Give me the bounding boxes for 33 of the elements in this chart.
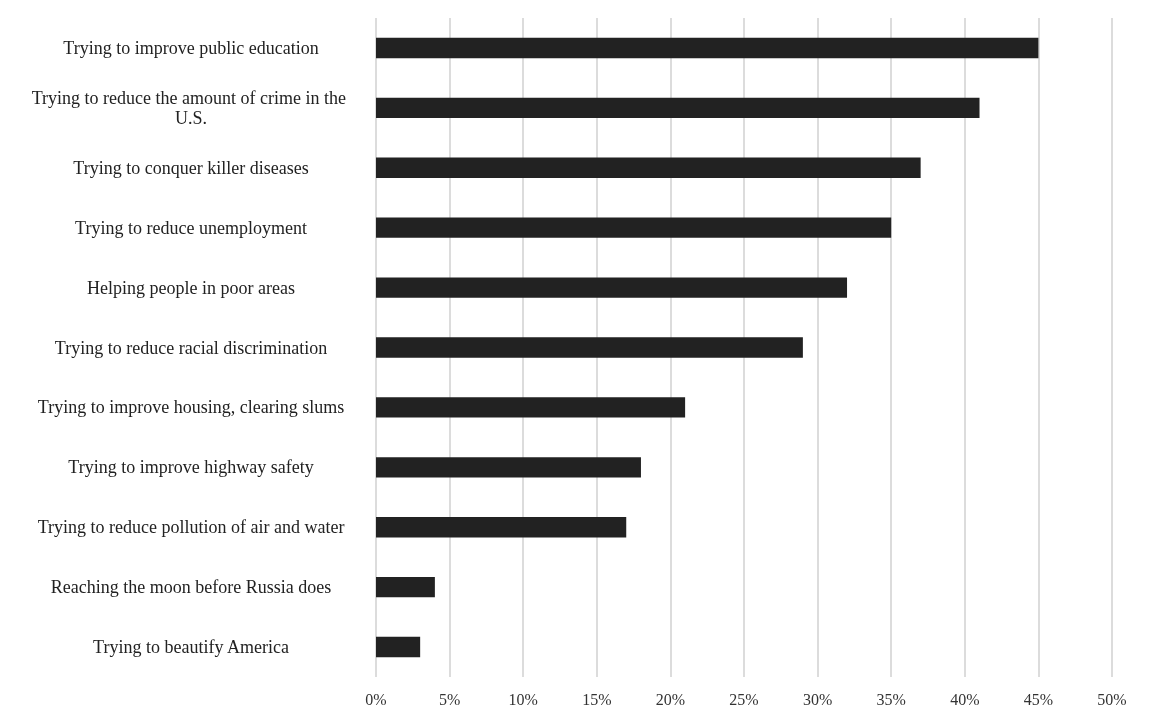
x-tick-label: 45% — [1023, 690, 1054, 708]
x-tick-label: 0% — [365, 690, 387, 708]
bar — [376, 636, 421, 658]
bar — [376, 277, 848, 298]
y-tick-label: Trying to beautify America — [93, 637, 289, 658]
x-tick-label: 40% — [950, 690, 980, 708]
x-tick-label: 25% — [729, 690, 759, 708]
y-tick-label: Trying to reduce the amount of crime in the U.S. — [31, 87, 351, 128]
y-tick-label: Trying to conquer killer diseases — [73, 157, 309, 178]
x-tick-label: 30% — [802, 690, 833, 708]
x-tick-label: 5% — [438, 690, 461, 708]
bar — [376, 397, 686, 418]
bar — [376, 97, 980, 119]
bar — [376, 217, 892, 238]
y-tick-label: Reaching the moon before Russia does — [50, 577, 332, 598]
y-tick-label: Trying to improve housing, clearing slums — [37, 397, 345, 418]
x-tick-label: 20% — [655, 690, 686, 708]
y-tick-label: Trying to reduce pollution of air and water — [37, 517, 345, 538]
y-tick-label: Trying to reduce unemployment — [75, 217, 307, 238]
y-tick-label: Trying to improve highway safety — [68, 457, 314, 478]
x-tick-label: 35% — [876, 690, 906, 708]
x-tick-label: 10% — [508, 690, 538, 708]
x-tick-label: 50% — [1097, 690, 1127, 708]
y-tick-label: Trying to improve public education — [63, 37, 319, 58]
bar — [376, 157, 921, 178]
bar — [376, 457, 641, 478]
x-tick-label: 15% — [582, 690, 612, 708]
y-tick-label: Trying to reduce racial discrimination — [54, 337, 328, 358]
bar — [376, 576, 435, 598]
bar — [376, 337, 803, 358]
bar — [376, 517, 627, 538]
bar — [376, 37, 1039, 59]
y-tick-label: Helping people in poor areas — [87, 277, 295, 298]
